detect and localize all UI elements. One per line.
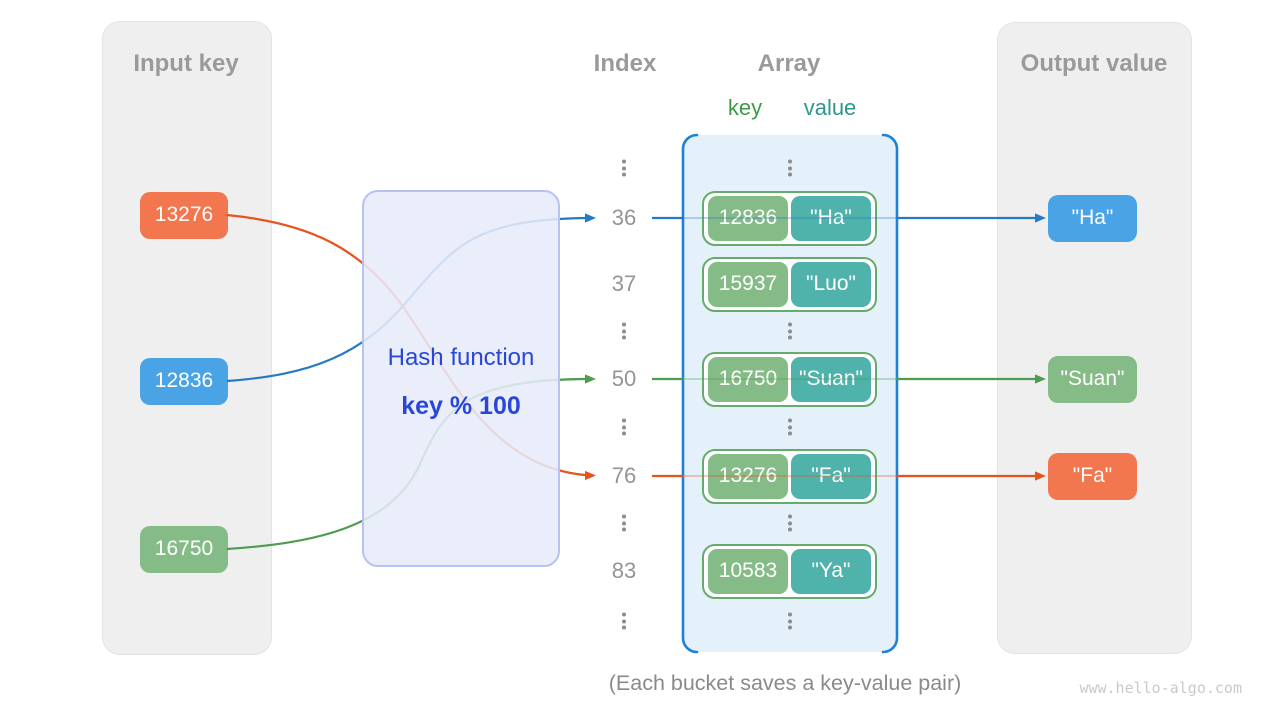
index-label: 36 [611,205,637,230]
bucket: 13276 "Fa" [702,448,877,504]
index-ellipsis-dots [622,418,626,436]
output-value-box: "Suan" [1048,355,1137,403]
bucket: 12836 "Ha" [702,190,877,246]
input-key-box: 12836 [140,357,228,405]
index-ellipsis-dots [622,514,626,532]
output-value-title: Output value [1020,50,1168,77]
bucket-key-pill: 10583 [708,548,788,594]
bucket-value-pill: "Suan" [791,356,871,402]
bucket-value-pill: "Luo" [791,261,871,307]
index-label: 37 [611,271,637,296]
hash-function-box: Hash function key % 100 [362,190,560,567]
array-header: Array [757,50,821,77]
index-label: 76 [611,463,637,488]
index-header: Index [593,50,657,77]
index-arrow-green [585,374,596,384]
index-arrow-orange [585,470,596,481]
index-label: 83 [611,558,637,583]
index-ellipsis-dots [622,612,626,630]
bucket-key-pill: 13276 [708,453,788,499]
index-ellipsis-dots [622,159,626,177]
output-value-panel [997,22,1192,654]
index-ellipsis-dots [622,322,626,340]
bucket: 10583 "Ya" [702,543,877,599]
hash-function-label: Hash function [387,344,535,371]
array-ellipsis-dots [788,322,792,340]
output-value-box: "Ha" [1048,194,1137,242]
index-label: 50 [611,366,637,391]
bucket-key-pill: 12836 [708,195,788,241]
value-column-header: value [803,95,857,120]
key-column-header: key [727,95,763,120]
input-key-title: Input key [133,50,239,77]
array-ellipsis-dots [788,159,792,177]
bucket-key-pill: 15937 [708,261,788,307]
array-ellipsis-dots [788,418,792,436]
diagram-caption: (Each bucket saves a key-value pair) [608,671,962,695]
hash-function-formula: key % 100 [401,392,521,420]
bucket-value-pill: "Fa" [791,453,871,499]
bucket: 15937 "Luo" [702,256,877,312]
bucket-value-pill: "Ya" [791,548,871,594]
bucket-value-pill: "Ha" [791,195,871,241]
bucket: 16750 "Suan" [702,351,877,407]
array-ellipsis-dots [788,514,792,532]
output-value-box: "Fa" [1048,452,1137,500]
input-key-box: 16750 [140,525,228,573]
index-arrow-blue [585,213,596,223]
bucket-key-pill: 16750 [708,356,788,402]
array-ellipsis-dots [788,612,792,630]
watermark: www.hello-algo.com [1079,679,1242,697]
input-key-box: 13276 [140,191,228,239]
